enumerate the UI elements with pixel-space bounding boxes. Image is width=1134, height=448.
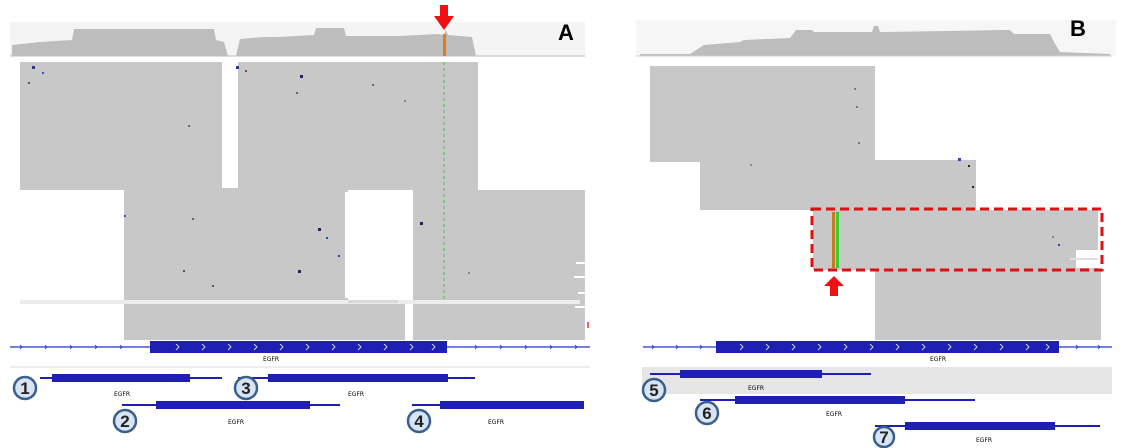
read-alignments-b — [650, 66, 1101, 340]
coverage-track-b — [640, 26, 1110, 56]
variant-column-b-green — [836, 212, 839, 268]
transcript-6-badge — [694, 400, 720, 426]
read-alignments-a — [20, 62, 585, 340]
transcript-2-badge — [112, 408, 138, 434]
panel-a: A — [10, 5, 590, 434]
transcript-1-label: EGFR — [114, 391, 130, 398]
down-arrow-icon — [434, 5, 454, 30]
transcript-3-label: EGFR — [348, 391, 364, 398]
transcript-4-number: 4 — [414, 412, 424, 431]
transcript-6-number: 6 — [702, 404, 711, 423]
transcript-7-badge — [872, 425, 896, 448]
up-arrow-icon — [824, 276, 844, 296]
panel-b-label: B — [1070, 16, 1086, 41]
transcript-3-badge — [233, 375, 259, 401]
panel-b: B — [636, 16, 1116, 448]
transcript-4: EGFR 4 — [406, 401, 584, 434]
transcript-6-label: EGFR — [826, 411, 842, 418]
gene-track-a: EGFR — [10, 341, 590, 363]
gene-label-a: EGFR — [263, 356, 279, 363]
transcript-2-label: EGFR — [228, 419, 244, 426]
transcript-2-number: 2 — [120, 412, 129, 431]
transcript-5-label: EGFR — [748, 385, 764, 392]
panel-a-label: A — [558, 20, 574, 45]
transcript-7: EGFR 7 — [872, 422, 1100, 448]
transcript-4-badge — [406, 408, 432, 434]
variant-column-b-orange — [832, 212, 835, 268]
mismatch-dots-a — [28, 66, 470, 287]
transcript-2: EGFR 2 — [112, 401, 340, 434]
gene-track-b: EGFR — [643, 341, 1112, 363]
transcript-4-label: EGFR — [488, 419, 504, 426]
transcript-7-label: EGFR — [976, 437, 992, 444]
transcript-5: EGFR 5 — [641, 370, 871, 403]
transcript-1: EGFR 1 — [12, 374, 222, 401]
transcript-5-number: 5 — [649, 381, 658, 400]
transcript-1-badge — [12, 375, 38, 401]
mismatch-dots-b — [750, 88, 1060, 246]
transcript-1-number: 1 — [20, 379, 29, 398]
transcript-6: EGFR 6 — [694, 396, 975, 426]
coverage-variant-a — [443, 34, 446, 56]
highlight-box — [810, 207, 1104, 272]
transcript-3-number: 3 — [241, 379, 250, 398]
transcript-5-badge — [641, 377, 667, 403]
transcript-7-number: 7 — [879, 428, 888, 447]
gene-label-b: EGFR — [930, 356, 946, 363]
transcript-3: EGFR 3 — [233, 374, 475, 401]
coverage-track-a — [12, 28, 476, 56]
